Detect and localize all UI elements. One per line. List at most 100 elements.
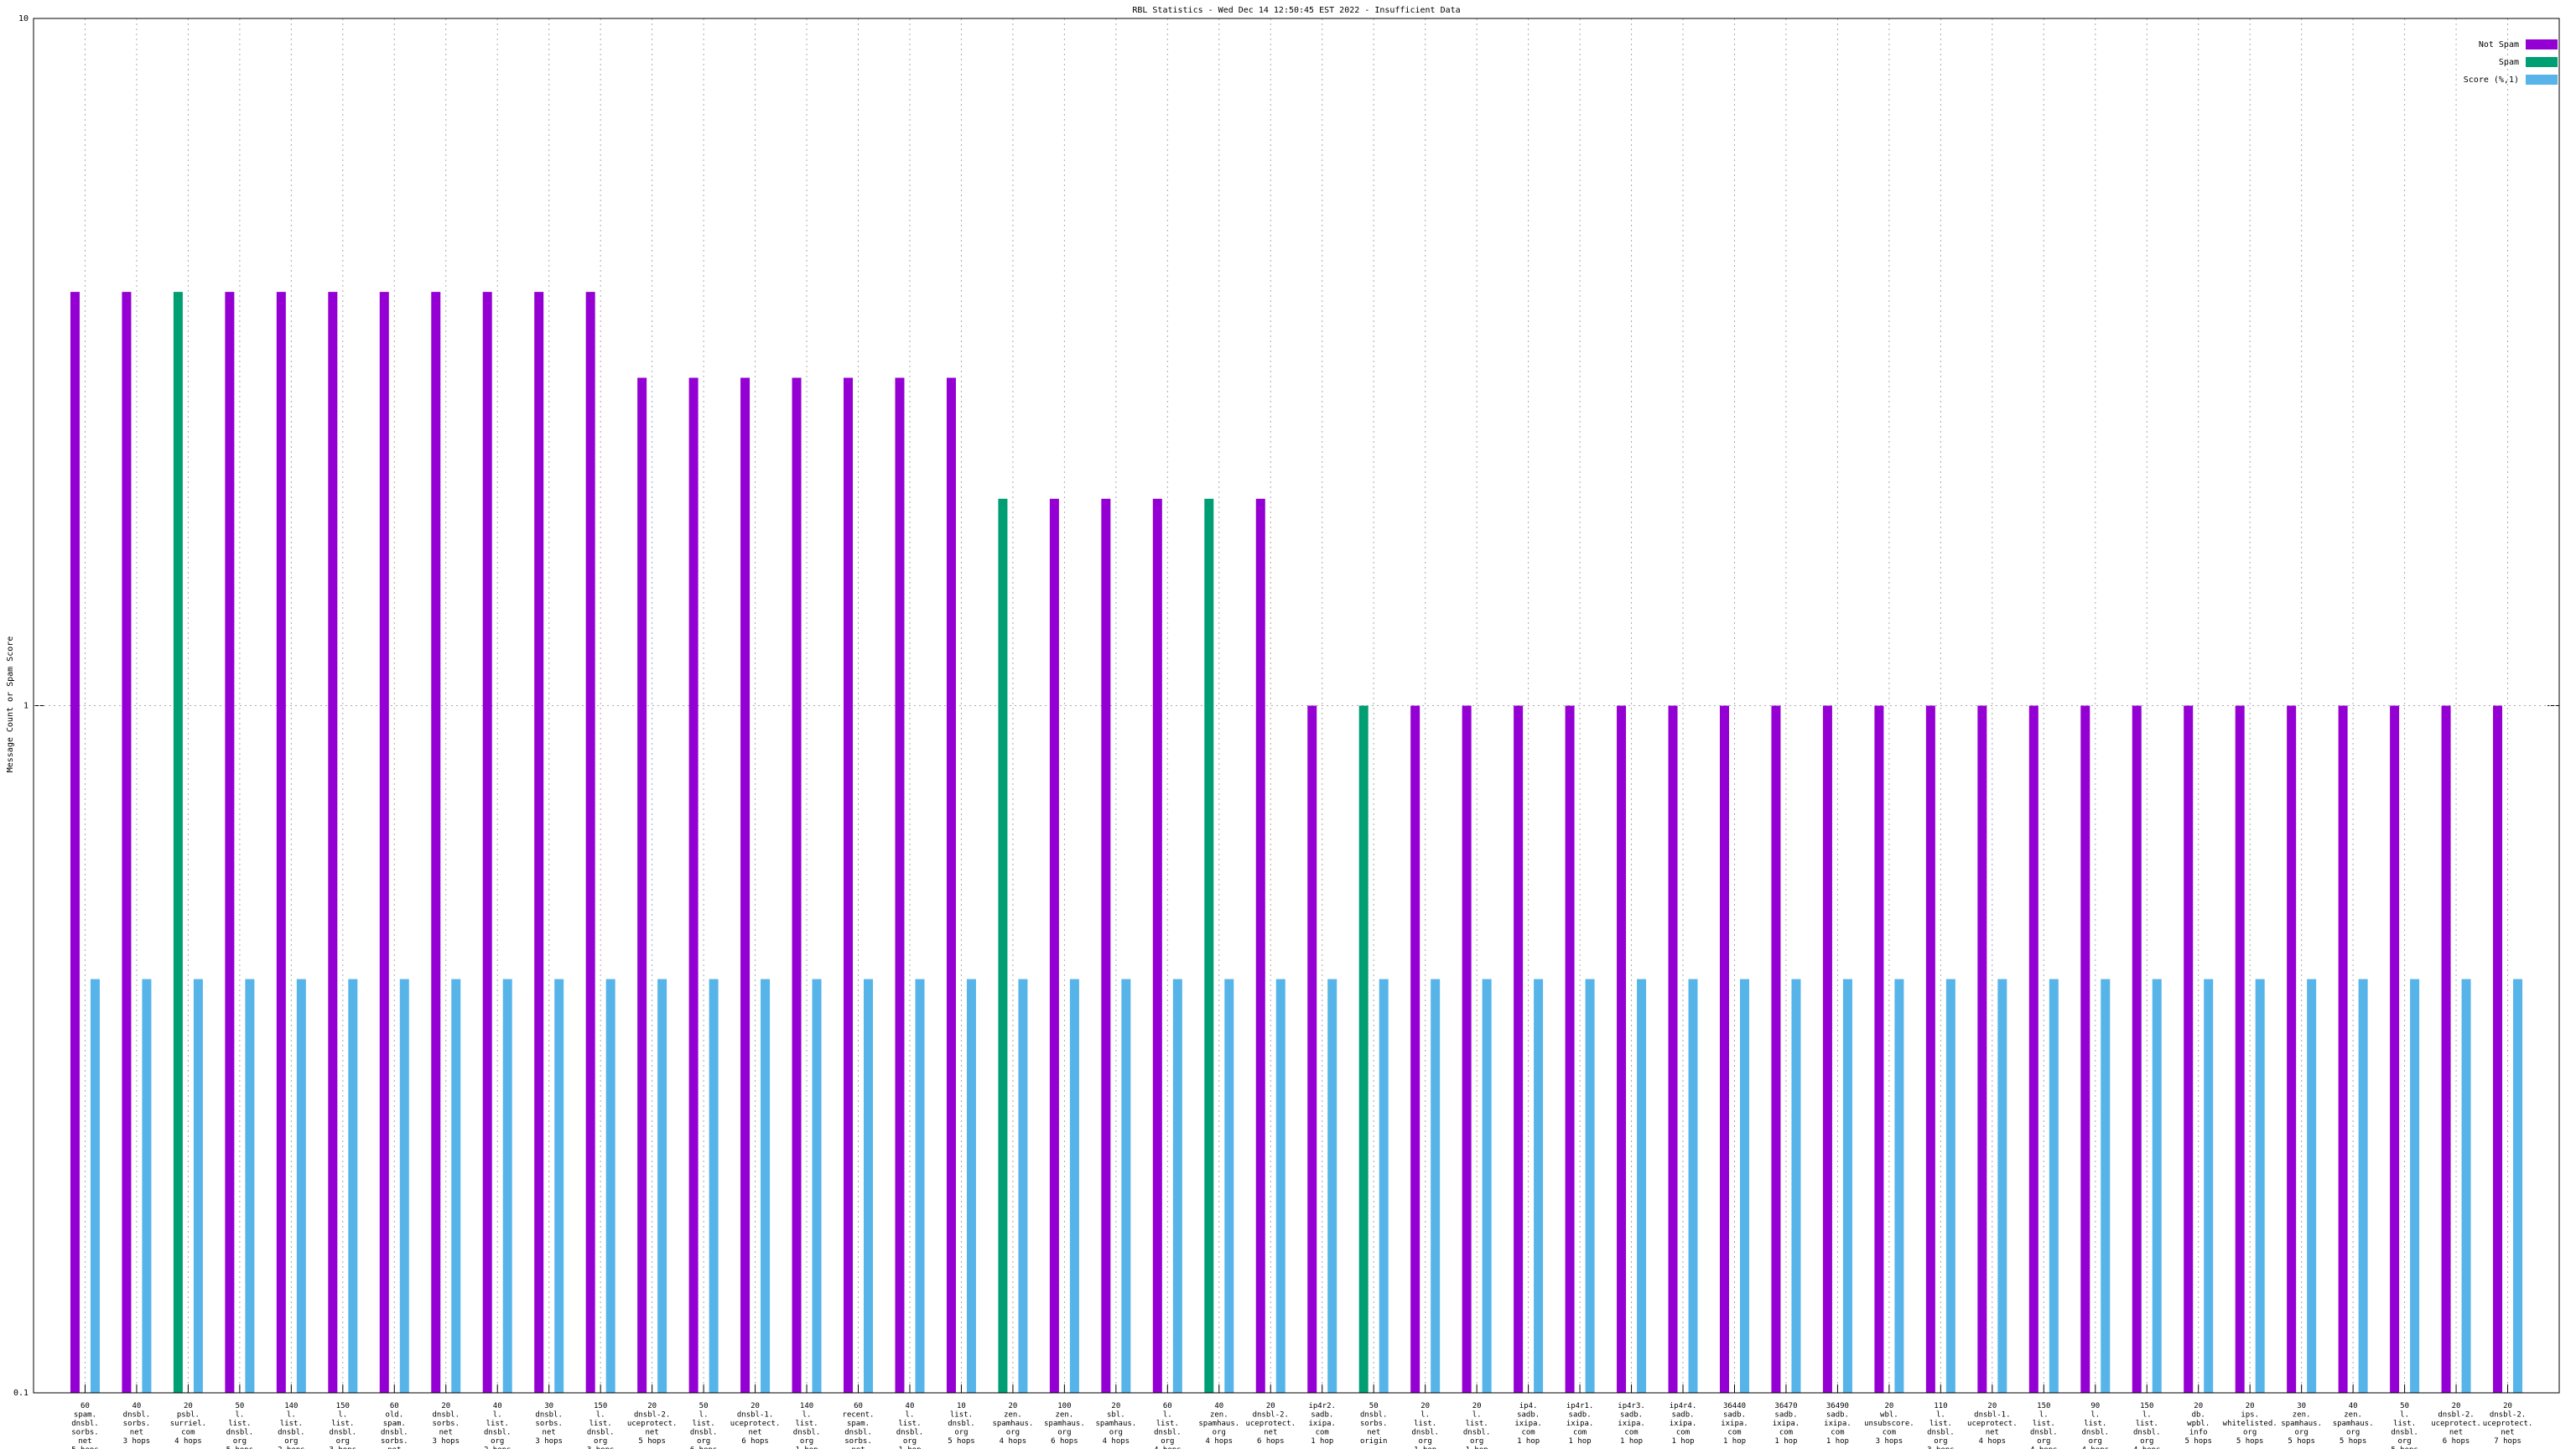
bar [1152,498,1162,1393]
bar [1275,979,1285,1393]
legend-label: Spam [2499,58,2519,67]
x-tick-label: ip4r4. sadb. ixipa. com 1 hop [1670,1402,1697,1446]
x-tick-label: 36440 sadb. ixipa. com 1 hop [1721,1402,1748,1446]
x-tick-label: 20 zen. spamhaus. org 4 hops [993,1402,1034,1446]
bar [1101,498,1111,1393]
bar [122,292,132,1394]
bar [1688,979,1698,1393]
bar [792,377,802,1393]
bar [1719,705,1729,1393]
bar [1204,498,1214,1393]
bar [1842,979,1852,1393]
bar [966,979,976,1393]
bar [348,979,358,1393]
legend-label: Score (%,1) [2464,75,2519,85]
legend-swatch [2526,75,2558,85]
bar [193,979,203,1393]
bar [2184,705,2194,1393]
bar [2255,979,2265,1393]
y-tick-label: 1 [23,702,29,711]
x-tick-label: 40 zen. spamhaus. org 5 hops [2333,1402,2374,1446]
bar [1771,705,1781,1393]
bar [1410,705,1420,1393]
bar [1431,979,1441,1393]
bar [1894,979,1904,1393]
bar [915,979,925,1393]
bar [812,979,822,1393]
bar [1565,705,1575,1393]
bar [534,292,544,1394]
bar [2028,705,2038,1393]
x-tick-label: 20 dnsbl-2. uceprotect. net 5 hops [627,1402,678,1446]
bar [1121,979,1131,1393]
bar [1945,979,1955,1393]
bar [688,377,699,1393]
legend-label: Not Spam [2479,40,2519,49]
bar [2390,705,2400,1393]
bar [1997,979,2007,1393]
bar [1668,705,1678,1393]
bar [1514,705,1524,1393]
bar [482,292,492,1394]
bar [864,979,874,1393]
bar [1049,498,1059,1393]
bar [142,979,152,1393]
bar [1255,498,1265,1393]
bar [1874,705,1884,1393]
bar [2080,705,2090,1393]
bar [1327,979,1337,1393]
bar [328,292,338,1394]
bar [2049,979,2059,1393]
bar [2493,705,2503,1393]
bar [2338,705,2348,1393]
bar [1822,705,1832,1393]
bar [1482,979,1492,1393]
legend-swatch [2526,39,2558,49]
x-tick-label: 20 dnsbl-2. uceprotect. net 6 hops [2431,1402,2481,1446]
bar [379,292,389,1394]
y-axis-label: Message Count or Spam Score [6,636,15,773]
bar [296,979,306,1393]
x-tick-label: 20 ips. whitelisted. org 5 hops [2223,1402,2277,1446]
bar [276,292,286,1394]
y-tick-label: 0.1 [13,1389,29,1398]
bar [2287,705,2297,1393]
bar [554,979,564,1393]
bar [1069,979,1079,1393]
legend-swatch [2526,57,2558,67]
x-tick-label: 36470 sadb. ixipa. com 1 hop [1773,1402,1800,1446]
x-tick-label: ip4r2. sadb. ixipa. com 1 hop [1308,1402,1336,1446]
bar [946,377,956,1393]
bar [895,377,905,1393]
bar [245,979,255,1393]
bar [2204,979,2214,1393]
bar [1791,979,1801,1393]
bar [709,979,719,1393]
x-tick-label: 100 zen. spamhaus. org 6 hops [1044,1402,1085,1446]
x-tick-label: 36490 sadb. ixipa. com 1 hop [1824,1402,1852,1446]
bar [1925,705,1935,1393]
bar [1379,979,1389,1393]
bar [637,377,647,1393]
x-tick-label: 40 dnsbl. sorbs. net 3 hops [123,1402,151,1446]
x-tick-label: 20 dnsbl-1. uceprotect. net 4 hops [1967,1402,2018,1446]
x-tick-label: ip4. sadb. ixipa. com 1 hop [1514,1402,1542,1446]
bar [605,979,615,1393]
bar [1739,979,1749,1393]
bar [1637,979,1647,1393]
